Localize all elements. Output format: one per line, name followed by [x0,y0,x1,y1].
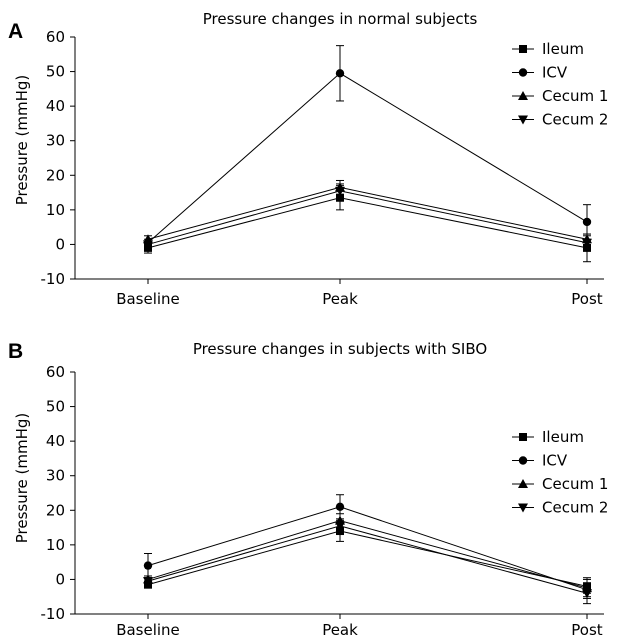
panel-b-y-tick-label: 60 [46,363,65,381]
panel-a-series-cecum-2-point [582,238,592,248]
panel-a-legend-marker [519,45,527,53]
panel-a-y-tick-label: -10 [41,270,66,288]
panel-a-y-tick-label: 0 [55,235,65,253]
panel-a-series-cecum-1-line [147,186,588,240]
panel-b-legend-marker [518,456,528,465]
panel-b-y-tick-label: 30 [46,467,65,485]
panel-a-marks [143,45,592,263]
panel-a-x-tick-label-peak: Peak [322,290,358,308]
panel-a-chart: A Pressure changes in normal subjects Pr… [8,10,608,308]
panel-b-marks [143,494,592,605]
panel-a-y-tick-label: 60 [46,28,65,46]
panel-a-series-ileum-line [147,197,588,249]
panel-b-legend: Ileum ICV Cecum 1 Cecum 2 [512,428,608,517]
panel-a-y-tick-label: 10 [46,201,65,219]
panel-a-legend-marker [518,115,528,125]
panel-a-legend-label: Ileum [542,40,584,58]
panel-b-legend-marker [519,433,527,441]
panel-a-legend-item-cecum-2: Cecum 2 [512,111,608,129]
panel-b-x-tick-label-post: Post [571,621,603,637]
panel-a-legend-item-cecum-1: Cecum 1 [512,87,608,105]
panel-b-y-tick-label: -10 [41,605,66,623]
panel-a-legend-label: Cecum 1 [542,87,608,105]
panel-b-legend-label: ICV [542,452,568,470]
panel-a-x-tick-label-post: Post [571,290,603,308]
panel-a-series-icv-point [582,217,592,227]
panel-b-y-tick-label: 40 [46,432,65,450]
panel-b-series-icv-point [143,561,153,570]
panel-b-legend-item-ileum: Ileum [512,428,584,446]
panel-b-y-tick-label: 50 [46,398,65,416]
panel-b-series-icv [143,494,592,598]
panel-b-series-ileum-line [147,530,588,587]
panel-a-legend-label: ICV [542,64,568,82]
panel-b-legend-label: Cecum 2 [542,499,608,517]
panel-a-x-tick-label-baseline: Baseline [116,290,180,308]
panel-b-legend-label: Cecum 1 [542,475,608,493]
panel-a-y-tick-label: 50 [46,63,65,81]
panel-a-y-tick-label: 30 [46,132,65,150]
panel-a-y-axis-label: Pressure (mmHg) [13,75,31,206]
panel-b-title: Pressure changes in subjects with SIBO [193,340,487,358]
panel-b-series-ileum [144,520,591,594]
panel-b-chart: B Pressure changes in subjects with SIBO… [8,340,608,637]
panel-a-y-tick-label: 20 [46,166,65,184]
panel-b-series-icv-line [147,506,588,591]
panel-b-x-tick-label-baseline: Baseline [116,621,180,637]
panel-a-legend-label: Cecum 2 [542,111,608,129]
panel-a-series-cecum-2-point [143,240,153,250]
panel-b-series-cecum-2-point [143,577,153,587]
panel-a-title: Pressure changes in normal subjects [203,10,478,28]
panel-a-series-cecum-2-point [335,186,345,196]
panel-b-legend-marker [518,479,528,488]
panel-a-legend-marker [518,68,528,77]
panel-a-series-icv-point [335,69,345,78]
panel-a-legend: Ileum ICV Cecum 1 Cecum 2 [512,40,608,129]
panel-a-series-cecum-2 [143,183,592,251]
panel-b-series-cecum-2-point [335,521,345,531]
panel-b-y-axis-label: Pressure (mmHg) [13,413,31,544]
panel-b-series-cecum-2-point [582,589,592,599]
panel-a-legend-marker [518,91,528,100]
panel-b-legend-label: Ileum [542,428,584,446]
panel-b-series-cecum-1 [143,513,592,599]
panel-b-legend-marker [518,503,528,513]
panel-b-series-icv-point [335,502,345,512]
panel-b-letter: B [8,340,23,363]
panel-b-series-cecum-1-line [147,520,588,589]
panel-b-legend-item-cecum-2: Cecum 2 [512,499,608,517]
panel-a-letter: A [8,20,23,43]
panel-b-x-tick-label-peak: Peak [322,621,358,637]
panel-a-series-cecum-2-line [147,190,588,245]
panel-b-series-cecum-2 [143,518,592,605]
panel-b-y-tick-label: 0 [55,570,65,588]
panel-b-y-tick-label: 20 [46,501,65,519]
panel-b-legend-item-icv: ICV [512,452,568,470]
panel-b-axes: 60 50 40 30 20 10 0 -10 Baseline Peak Post [41,363,604,637]
panel-a-y-tick-label: 40 [46,97,65,115]
panel-a-legend-item-icv: ICV [512,64,568,82]
panel-b-y-tick-label: 10 [46,536,65,554]
panel-b-legend-item-cecum-1: Cecum 1 [512,475,608,493]
panel-a-axes: 60 50 40 30 20 10 0 -10 Baseline Peak Post [41,28,604,308]
panel-a-legend-item-ileum: Ileum [512,40,584,58]
